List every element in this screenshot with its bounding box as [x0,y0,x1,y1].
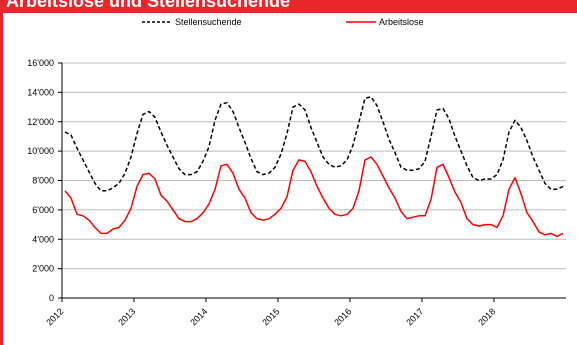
x-tick-label: 2015 [260,306,281,327]
y-tick-label: 6'000 [32,205,54,215]
chart-title: Arbeitslose und Stellensuchende [6,0,291,11]
y-tick-label: 4'000 [32,234,54,244]
legend-label-arbeitslose: Arbeitslose [379,17,424,27]
y-tick-label: 12'000 [27,117,54,127]
y-axis-ticks: 0 2'000 4'000 6'000 8'000 10'000 12'000 14'000 1… [27,58,62,303]
x-tick-label: 2017 [404,306,425,327]
y-tick-label: 0 [49,293,54,303]
x-tick-label: 2018 [476,306,497,327]
gridlines [62,62,566,270]
x-tick-label: 2012 [44,306,65,327]
legend: Stellensuchende Arbeitslose [142,17,424,27]
y-tick-label: 2'000 [32,264,54,274]
x-tick-label: 2016 [332,306,353,327]
legend-label-stellensuchende: Stellensuchende [175,17,242,27]
y-tick-label: 8'000 [32,176,54,186]
x-tick-label: 2014 [188,306,209,327]
series-line-arbeitslose [64,156,564,238]
y-tick-label: 14'000 [27,87,54,97]
y-tick-label: 16'000 [27,58,54,68]
x-tick-label: 2013 [116,306,137,327]
series-line-stellensuchende [64,96,564,192]
left-accent-rule [0,13,3,345]
series-lines [64,96,564,238]
x-axis-ticks: 2012 2013 2014 2015 2016 2017 2018 [44,298,497,328]
title-bar: Arbeitslose und Stellensuchende [0,0,577,13]
y-tick-label: 10'000 [27,146,54,156]
